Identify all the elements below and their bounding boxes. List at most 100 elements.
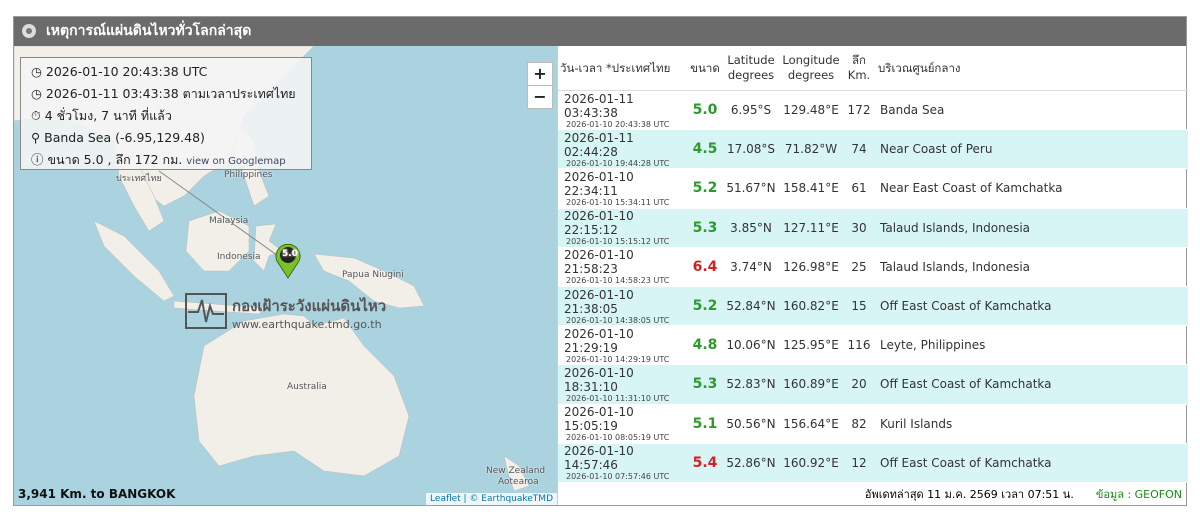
depth: 116 — [842, 325, 876, 366]
depth: 15 — [842, 286, 876, 327]
zoom-in[interactable]: + — [527, 62, 553, 86]
longitude: 158.41°E — [780, 168, 842, 209]
time-cell: 2026-01-10 18:31:10 2026-01-10 11:31:10 U… — [558, 364, 688, 405]
info-thai: ◷ 2026-01-11 03:43:38 ตามเวลาประเทศไทย — [31, 86, 296, 101]
region: Near Coast of Peru — [876, 129, 1188, 170]
time-thai: 2026-01-10 14:57:46 — [564, 444, 634, 473]
time-thai: 2026-01-10 21:38:05 — [564, 287, 634, 316]
time-thai: 2026-01-10 21:29:19 — [564, 326, 634, 355]
time-utc: 2026-01-10 20:43:38 UTC — [566, 119, 670, 129]
region: Talaud Islands, Indonesia — [876, 247, 1188, 287]
time-thai: 2026-01-10 18:31:10 — [564, 365, 634, 394]
info-utc-text: 2026-01-10 20:43:38 UTC — [45, 64, 208, 79]
time-cell: 2026-01-10 14:57:46 2026-01-10 07:57:46 U… — [558, 443, 688, 483]
magnitude: 4.8 — [688, 325, 722, 366]
map-label: New Zealand — [486, 466, 546, 476]
magnitude: 5.1 — [688, 404, 722, 444]
time-thai: 2026-01-10 15:05:19 — [564, 405, 634, 434]
column-header: วัน-เวลา *ประเทศไทย — [558, 46, 688, 91]
magnitude: 5.4 — [688, 443, 722, 483]
info-box: ◷ 2026-01-10 20:43:38 UTC ◷ 2026-01-11 0… — [20, 57, 312, 170]
latitude: 3.85°N — [722, 208, 780, 248]
table-row[interactable]: 2026-01-10 18:31:10 2026-01-10 11:31:10 U… — [558, 364, 1188, 405]
depth: 30 — [842, 208, 876, 248]
source: ข้อมูล : GEOFON — [1095, 488, 1182, 501]
depth: 82 — [842, 404, 876, 444]
latitude: 52.83°N — [722, 364, 780, 405]
latitude: 52.84°N — [722, 286, 780, 327]
table-row[interactable]: 2026-01-10 14:57:46 2026-01-10 07:57:46 U… — [558, 443, 1188, 483]
depth: 74 — [842, 129, 876, 170]
table: วัน-เวลา *ประเทศไทย ขนาด Latitude degrees L… — [558, 46, 1188, 483]
updated: อัพเดทล่าสุด 11 ม.ค. 2569 เวลา 07:51 น. — [864, 488, 1074, 501]
time-cell: 2026-01-11 02:44:28 2026-01-10 19:44:28 U… — [558, 129, 688, 170]
column-header: Latitude degrees — [722, 46, 780, 91]
longitude: 160.89°E — [780, 364, 842, 405]
time-thai: 2026-01-10 22:34:11 — [564, 169, 634, 198]
table-row[interactable]: 2026-01-11 02:44:28 2026-01-10 19:44:28 U… — [558, 129, 1188, 170]
attribution[interactable]: Leaflet | © EarthquakeTMD — [426, 493, 557, 505]
table-row[interactable]: 2026-01-10 22:15:12 2026-01-10 15:15:12 U… — [558, 208, 1188, 248]
panel: เหตุการณ์แผ่นดินไหวทั่วโลกล่าสุด 5.0 ประ… — [13, 16, 1188, 506]
region: Talaud Islands, Indonesia — [876, 208, 1188, 248]
time-cell: 2026-01-10 22:15:12 2026-01-10 15:15:12 U… — [558, 208, 688, 248]
map-label: Philippines — [224, 170, 273, 180]
table-row[interactable]: 2026-01-10 21:29:19 2026-01-10 14:29:19 U… — [558, 325, 1188, 366]
zoom-out[interactable]: − — [527, 85, 553, 109]
time-cell: 2026-01-10 21:58:23 2026-01-10 14:58:23 U… — [558, 247, 688, 287]
time-thai: 2026-01-11 02:44:28 — [564, 130, 634, 159]
distance: 3,941 Km. to BANGKOK — [18, 487, 176, 501]
time-thai: 2026-01-11 03:43:38 — [564, 91, 634, 120]
magnitude: 5.2 — [688, 168, 722, 209]
info-ago: ⏱ 4 ชั่วโมง, 7 นาที ที่แล้ว — [31, 108, 172, 123]
table-row[interactable]: 2026-01-10 21:38:05 2026-01-10 14:38:05 U… — [558, 286, 1188, 327]
map-label: Malaysia — [209, 216, 249, 226]
latitude: 6.95°S — [722, 90, 780, 131]
table-row[interactable]: 2026-01-10 15:05:19 2026-01-10 08:05:19 U… — [558, 404, 1188, 444]
depth: 25 — [842, 247, 876, 287]
googlemap-link[interactable]: view on Googlemap — [186, 156, 286, 167]
region: Off East Coast of Kamchatka — [876, 364, 1188, 405]
time-utc: 2026-01-10 19:44:28 UTC — [566, 158, 670, 168]
region: Kuril Islands — [876, 404, 1188, 444]
time-thai: 2026-01-10 21:58:23 — [564, 248, 634, 277]
info-utc: ◷ 2026-01-10 20:43:38 UTC — [31, 64, 208, 79]
info-ago-text: 4 ชั่วโมง, 7 นาที ที่แล้ว — [44, 108, 172, 123]
column-header: บริเวณศูนย์กลาง — [876, 46, 1188, 91]
map-label: Papua Niugini — [342, 270, 404, 280]
table-row[interactable]: 2026-01-10 21:58:23 2026-01-10 14:58:23 U… — [558, 247, 1188, 287]
latitude: 3.74°N — [722, 247, 780, 287]
info-magnitude: ⓘ ขนาด 5.0 , ลึก 172 กม. view on Googlem… — [31, 152, 286, 167]
region: Leyte, Philippines — [876, 325, 1188, 366]
latitude: 17.08°S — [722, 129, 780, 170]
table-row[interactable]: 2026-01-10 22:34:11 2026-01-10 15:34:11 U… — [558, 168, 1188, 209]
marker-label[interactable]: 5.0 — [282, 249, 298, 259]
time-utc: 2026-01-10 14:38:05 UTC — [566, 315, 670, 325]
latitude: 10.06°N — [722, 325, 780, 366]
table-row[interactable]: 2026-01-11 03:43:38 2026-01-10 20:43:38 U… — [558, 90, 1188, 131]
magnitude: 4.5 — [688, 129, 722, 170]
table-body: 2026-01-11 03:43:38 2026-01-10 20:43:38 U… — [558, 90, 1188, 483]
longitude: 160.82°E — [780, 286, 842, 327]
table-footer: อัพเดทล่าสุด 11 ม.ค. 2569 เวลา 07:51 น. ข… — [865, 485, 1182, 503]
info-location: ⚲ Banda Sea (-6.95,129.48) — [31, 130, 205, 145]
region: Off East Coast of Kamchatka — [876, 286, 1188, 327]
time-utc: 2026-01-10 15:15:12 UTC — [566, 237, 670, 247]
time-cell: 2026-01-10 21:38:05 2026-01-10 14:38:05 U… — [558, 286, 688, 327]
longitude: 125.95°E — [780, 325, 842, 366]
map-label: Aotearoa — [498, 477, 539, 487]
longitude: 126.98°E — [780, 247, 842, 287]
header-row: วัน-เวลา *ประเทศไทย ขนาด Latitude degrees L… — [558, 46, 1188, 91]
quake-table: วัน-เวลา *ประเทศไทย ขนาด Latitude degrees L… — [557, 46, 1188, 505]
magnitude: 5.3 — [688, 208, 722, 248]
column-header: ขนาด — [688, 46, 722, 91]
map[interactable]: 5.0 ประเทศไทย Philippines Malaysia Indon… — [14, 46, 557, 505]
column-header: Longitude degrees — [780, 46, 842, 91]
depth: 20 — [842, 364, 876, 405]
magnitude: 5.0 — [688, 90, 722, 131]
info-magnitude-text: ขนาด 5.0 , ลึก 172 กม. — [47, 152, 183, 167]
watermark-title: กองเฝ้าระวังแผ่นดินไหว — [232, 297, 387, 315]
time-cell: 2026-01-10 15:05:19 2026-01-10 08:05:19 U… — [558, 404, 688, 444]
magnitude: 5.2 — [688, 286, 722, 327]
